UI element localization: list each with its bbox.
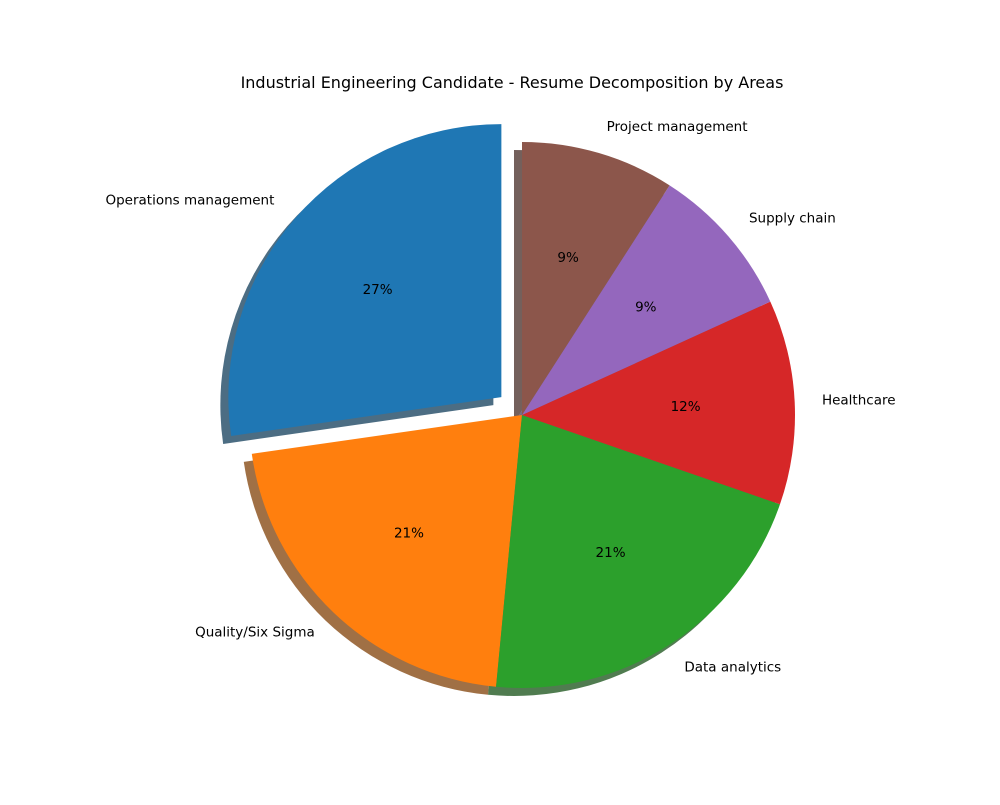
pie-slice-quality-six-sigma [251,415,522,687]
percent-label-supply-chain: 9% [635,300,657,316]
category-label-operations-management: Operations management [105,192,274,208]
pie-slice-data-analytics [496,415,780,688]
pie-slice-healthcare [522,301,795,505]
category-label-data-analytics: Data analytics [684,660,781,676]
pie-slice-supply-chain [522,185,771,415]
label-layer: Operations management 27% Quality/Six Sigm… [105,119,895,676]
category-label-project-management: Project management [607,119,748,135]
chart-title: Industrial Engineering Candidate - Resum… [241,73,784,92]
percent-label-healthcare: 12% [671,399,701,415]
category-label-healthcare: Healthcare [822,393,896,409]
percent-label-data-analytics: 21% [596,545,626,561]
percent-label-quality-six-sigma: 21% [394,526,424,542]
percent-label-project-management: 9% [557,250,579,266]
pie-slice-project-management [522,142,670,415]
pie-slice-operations-management [228,124,502,436]
percent-label-operations-management: 27% [363,282,393,298]
category-label-quality-six-sigma: Quality/Six Sigma [195,624,315,640]
slice-layer [228,124,795,688]
category-label-supply-chain: Supply chain [749,210,836,226]
